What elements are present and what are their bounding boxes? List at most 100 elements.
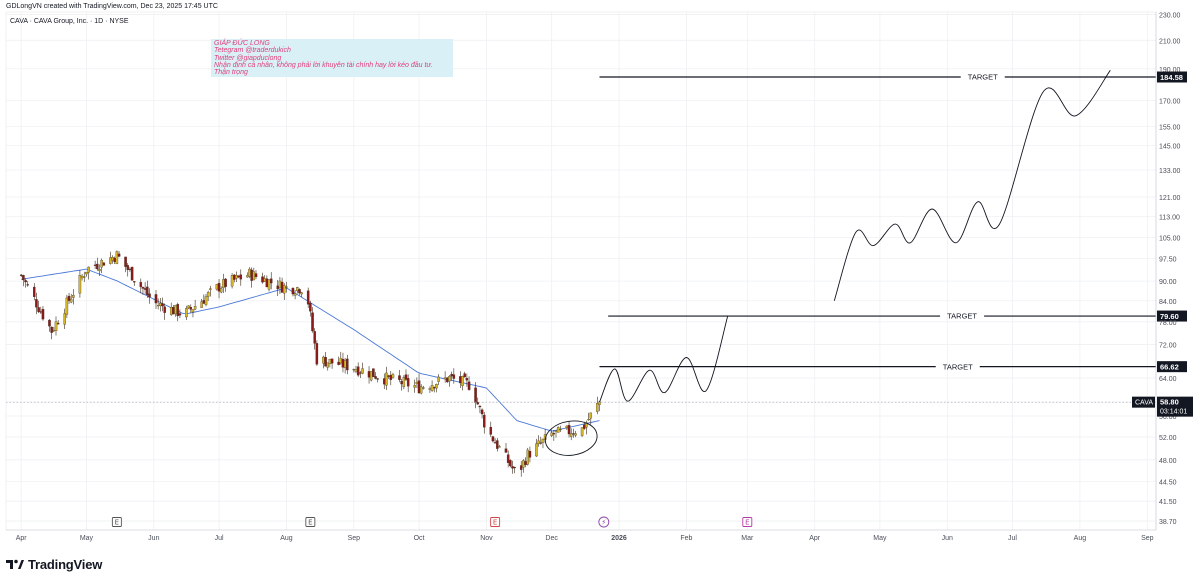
candle xyxy=(346,354,349,375)
price-tick-label: 72.00 xyxy=(1159,343,1177,350)
candle xyxy=(459,371,462,389)
candle xyxy=(209,285,212,297)
candle xyxy=(102,262,106,266)
candle xyxy=(361,362,364,375)
candle xyxy=(437,374,440,386)
time-tick-label: Sep xyxy=(348,535,361,542)
target-line: TARGET 66.62 xyxy=(599,361,1187,373)
drawings-layer[interactable]: TARGET 184.58 TARGET 79.60 TARGET 66.62 xyxy=(6,70,1187,458)
candle xyxy=(483,412,486,434)
price-tick-label: 52.00 xyxy=(1159,435,1177,442)
candle xyxy=(65,294,69,318)
time-tick-label: Mar xyxy=(741,535,754,542)
candle xyxy=(48,318,51,332)
projection-path-far xyxy=(833,70,1111,301)
candle xyxy=(187,305,190,310)
time-tick-label: Jul xyxy=(1008,535,1017,542)
candle xyxy=(324,351,327,367)
candle xyxy=(235,271,238,282)
time-tick-label: 2026 xyxy=(611,535,627,542)
candle xyxy=(280,277,284,293)
target-price-label: 184.58 xyxy=(1160,73,1183,82)
candle xyxy=(141,286,145,295)
candle xyxy=(572,428,575,438)
candle xyxy=(115,250,119,265)
candle xyxy=(239,269,243,286)
candle xyxy=(433,386,436,393)
candle xyxy=(587,412,590,421)
candle xyxy=(448,374,451,387)
time-tick-label: May xyxy=(80,535,94,542)
candle xyxy=(326,362,329,371)
candle xyxy=(435,383,438,393)
candle xyxy=(356,362,360,377)
candle xyxy=(404,369,408,382)
candle xyxy=(265,275,269,288)
candle xyxy=(522,459,525,473)
price-tick-label: 145.00 xyxy=(1159,144,1181,151)
candles-layer[interactable] xyxy=(19,250,601,477)
moving-average-line xyxy=(21,268,600,432)
candle xyxy=(506,450,510,468)
moving-average-layer xyxy=(21,268,600,432)
tradingview-brand[interactable]: TradingView xyxy=(6,556,102,572)
candle xyxy=(163,303,166,320)
candle xyxy=(191,309,195,318)
candle xyxy=(374,372,377,380)
candle xyxy=(143,282,147,295)
candle xyxy=(159,298,162,312)
price-tick-label: 121.00 xyxy=(1159,195,1181,202)
candle xyxy=(206,290,210,302)
candle xyxy=(352,368,356,373)
candle xyxy=(278,276,282,295)
candle xyxy=(528,446,532,463)
candle xyxy=(52,326,56,333)
price-tick-label: 170.00 xyxy=(1159,98,1181,105)
price-tick-label: 48.00 xyxy=(1159,458,1177,465)
candle xyxy=(450,371,453,381)
candle xyxy=(33,283,36,301)
time-tick-label: Oct xyxy=(414,535,425,542)
candle xyxy=(376,377,379,383)
time-tick-label: Apr xyxy=(809,535,821,542)
symbol-title[interactable]: CAVA · CAVA Group, Inc. · 1D · NYSE xyxy=(10,18,129,25)
time-tick-label: Dec xyxy=(545,535,558,542)
candle xyxy=(237,275,240,279)
target-line: TARGET 184.58 xyxy=(599,71,1187,83)
candle xyxy=(117,251,121,258)
dividend-event-icon: ⚡ xyxy=(598,516,610,528)
candle xyxy=(598,401,601,412)
candle xyxy=(589,412,593,425)
candle xyxy=(452,368,456,384)
candle xyxy=(54,316,58,336)
candle xyxy=(215,283,219,291)
candle xyxy=(130,266,134,281)
candle xyxy=(126,262,129,277)
note-line-2: Tetegram @traderdukich xyxy=(214,47,291,55)
candle xyxy=(367,366,371,384)
axes-layer: 230.00 210.00 190.00 170.00 155.00 145.00 133.… xyxy=(6,12,1193,542)
candle xyxy=(169,302,173,316)
candle xyxy=(300,291,303,297)
price-tick-label: 210.00 xyxy=(1159,38,1181,45)
candle xyxy=(402,375,406,390)
candle xyxy=(63,308,66,329)
candle xyxy=(539,436,543,445)
grid-layer xyxy=(5,11,1157,531)
candle xyxy=(283,283,286,301)
candle xyxy=(513,466,516,474)
candle xyxy=(19,274,23,278)
earnings-event-icon: E xyxy=(490,517,501,527)
price-tick-label: 64.00 xyxy=(1159,376,1177,383)
candle xyxy=(567,421,571,438)
candle xyxy=(269,272,273,290)
candle xyxy=(541,438,545,449)
consolidation-circle xyxy=(544,420,598,456)
candle xyxy=(509,459,512,468)
candle xyxy=(419,384,423,395)
author-note[interactable]: GIÁP ĐỨC LONG Tetegram @traderdukich Twi… xyxy=(211,39,453,77)
candle xyxy=(463,371,466,378)
candle xyxy=(330,358,334,369)
time-tick-label: Jun xyxy=(942,535,953,542)
